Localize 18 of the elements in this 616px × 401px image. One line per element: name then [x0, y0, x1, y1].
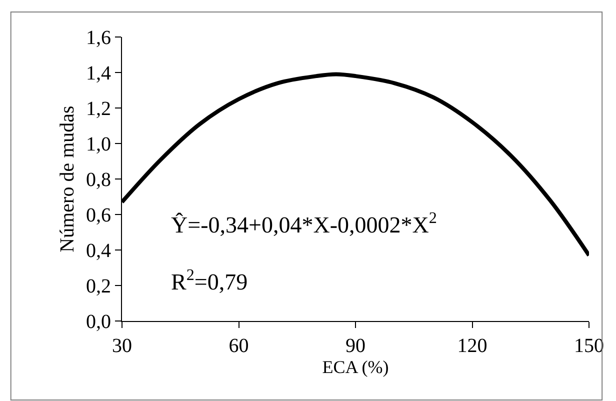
y-axis-title: Número de mudas — [56, 105, 78, 252]
x-axis-title: ECA (%) — [322, 357, 389, 377]
y-tick-label: 0,2 — [86, 276, 111, 298]
y-tick-label: 0,0 — [86, 311, 111, 333]
y-tick-label: 1,0 — [86, 134, 111, 156]
x-tick-label: 120 — [457, 335, 488, 357]
y-tick-label: 0,4 — [86, 240, 111, 262]
x-tick-label: 30 — [112, 335, 132, 357]
y-tick-label: 0,8 — [86, 169, 111, 191]
x-tick-label: 90 — [346, 335, 366, 357]
x-tick-label: 60 — [228, 335, 249, 357]
annotation: Ŷ=-0,34+0,04*X-0,0002*X$^{2}$ — [171, 210, 437, 238]
y-tick-label: 1,6 — [86, 27, 111, 49]
y-tick-label: 1,2 — [86, 98, 111, 120]
annotation: R$^{2}$=0,79 — [171, 267, 248, 295]
y-tick-label: 0,6 — [86, 204, 111, 226]
y-tick-label: 1,4 — [86, 62, 111, 84]
x-tick-label: 150 — [574, 335, 604, 357]
